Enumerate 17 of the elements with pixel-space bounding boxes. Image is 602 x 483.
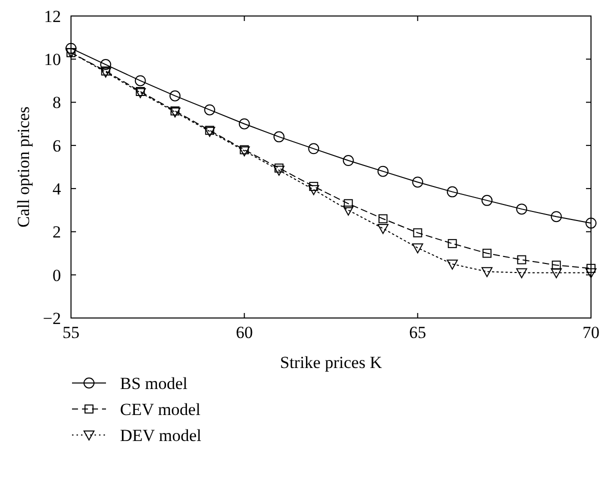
y-tick-label: 2: [52, 222, 61, 242]
legend-label: CEV model: [120, 400, 201, 419]
y-tick-label: 0: [52, 266, 61, 285]
x-axis-title: Strike prices K: [280, 353, 383, 372]
x-tick-label: 65: [409, 323, 426, 342]
x-tick-label: 70: [582, 323, 600, 342]
y-tick-label: 4: [52, 180, 62, 199]
y-tick-label: 12: [44, 6, 61, 26]
y-tick-label: −2: [42, 308, 61, 328]
y-tick-label: 8: [52, 93, 61, 112]
legend-label: DEV model: [120, 426, 202, 445]
y-tick-label: 10: [44, 50, 61, 70]
y-tick-label: 6: [52, 136, 61, 156]
x-tick-label: 55: [62, 323, 80, 342]
x-tick-label: 60: [236, 323, 253, 342]
y-axis-title: Call option prices: [14, 106, 33, 228]
legend-label: BS model: [120, 374, 188, 393]
